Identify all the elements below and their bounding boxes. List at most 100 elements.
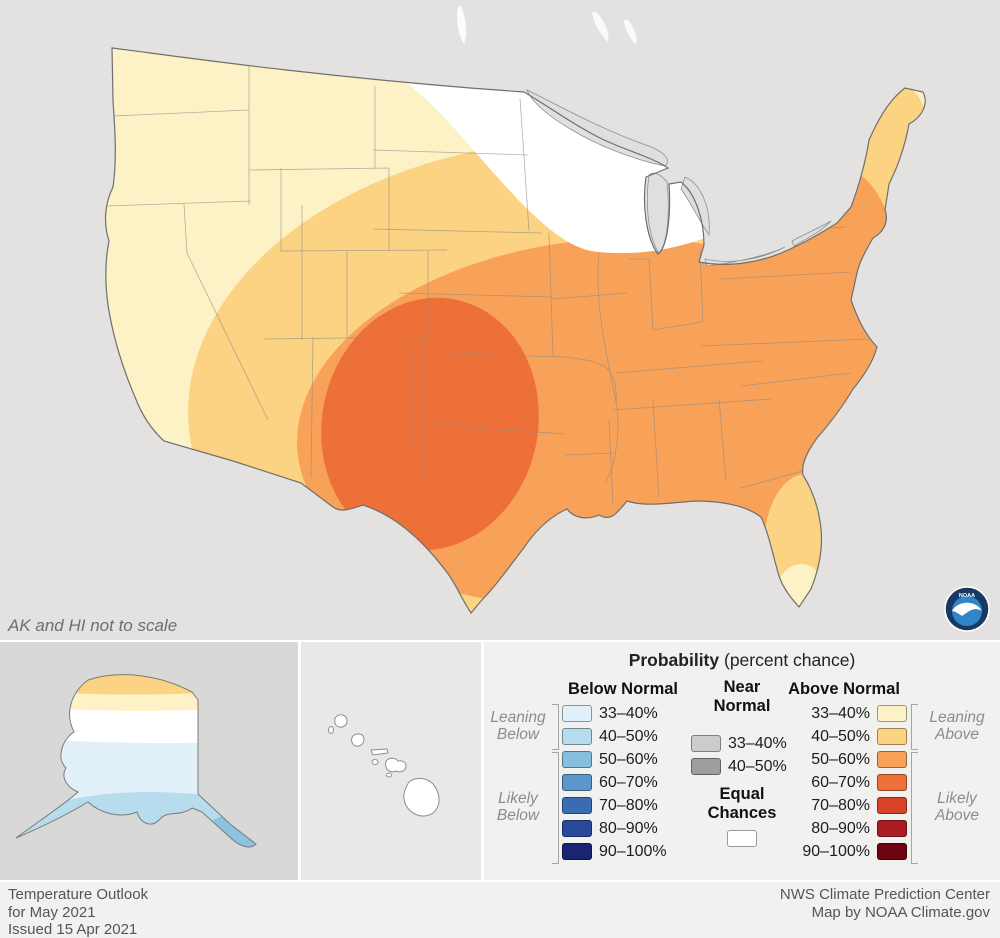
probability-range: 80–90% bbox=[811, 819, 870, 837]
lake-ontario bbox=[791, 220, 832, 247]
noaa-logo-text: NOAA bbox=[959, 593, 975, 599]
probability-range: 40–50% bbox=[599, 727, 658, 745]
insets-row: Probability (percent chance) Below Norma… bbox=[0, 642, 1000, 880]
legend-row: 90–100% bbox=[781, 840, 907, 863]
color-swatch bbox=[877, 728, 907, 745]
conus-map bbox=[104, 6, 926, 615]
probability-range: 80–90% bbox=[599, 819, 658, 837]
legend-row: 60–70% bbox=[781, 771, 907, 794]
legend-row: 40–50% bbox=[781, 725, 907, 748]
probability-range: 90–100% bbox=[802, 842, 870, 860]
noaa-logo-icon: NOAA bbox=[944, 586, 990, 632]
island-hawaii bbox=[403, 777, 440, 817]
band-above-60-70 bbox=[321, 297, 539, 551]
likely-above-label: Likely Above bbox=[921, 750, 993, 864]
alaska-band-below-50-60 bbox=[202, 814, 256, 847]
band-florida-33-40 bbox=[777, 564, 825, 613]
likely-above-line2: Above bbox=[935, 807, 979, 824]
leaning-below-label: Leaning Below bbox=[486, 702, 550, 750]
color-swatch bbox=[877, 774, 907, 791]
footer-left: Temperature Outlook for May 2021 Issued … bbox=[8, 886, 148, 938]
color-swatch bbox=[877, 751, 907, 768]
legend-row: 50–60% bbox=[781, 748, 907, 771]
color-swatch bbox=[877, 797, 907, 814]
lake-huron bbox=[680, 176, 710, 237]
probability-range: 33–40% bbox=[811, 704, 870, 722]
color-swatch bbox=[562, 797, 592, 814]
island-niihau bbox=[328, 726, 334, 734]
great-lakes bbox=[526, 89, 832, 267]
probability-range: 60–70% bbox=[811, 773, 870, 791]
island-molokai bbox=[370, 748, 389, 756]
below-normal-header: Below Normal bbox=[567, 680, 679, 698]
legend-row: 70–80% bbox=[781, 794, 907, 817]
probability-bands bbox=[105, 48, 926, 613]
legend-row: 33–40% bbox=[562, 702, 667, 725]
probability-range: 33–40% bbox=[599, 704, 658, 722]
color-swatch bbox=[562, 751, 592, 768]
probability-range: 70–80% bbox=[599, 796, 658, 814]
legend-row: 60–70% bbox=[562, 771, 667, 794]
legend-row: 70–80% bbox=[562, 794, 667, 817]
leaning-above-bracket bbox=[911, 704, 918, 750]
probability-range: 50–60% bbox=[811, 750, 870, 768]
alaska-probability-bands bbox=[16, 674, 256, 847]
leaning-above-line2: Above bbox=[935, 726, 979, 743]
probability-range: 50–60% bbox=[599, 750, 658, 768]
likely-below-line1: Likely bbox=[498, 789, 538, 807]
legend-row: 33–40% bbox=[781, 702, 907, 725]
leaning-above-label: Leaning Above bbox=[921, 702, 993, 750]
above-normal-header: Above Normal bbox=[788, 680, 900, 698]
probability-range: 40–50% bbox=[728, 757, 787, 775]
alaska-band-above-40-50 bbox=[16, 674, 256, 695]
leaning-above-line1: Leaning bbox=[929, 708, 985, 726]
color-swatch bbox=[877, 705, 907, 722]
hawaii-islands bbox=[328, 714, 440, 817]
likely-above-bracket bbox=[911, 752, 918, 864]
leaning-below-line1: Leaning bbox=[490, 708, 546, 726]
alaska-inset-map bbox=[0, 642, 298, 880]
probability-range: 33–40% bbox=[728, 734, 787, 752]
equal-chances-swatch bbox=[727, 829, 757, 847]
island-kahoolawe bbox=[386, 772, 392, 778]
color-swatch bbox=[877, 820, 907, 837]
near-normal-header: Near Normal bbox=[687, 678, 797, 716]
lake-michigan bbox=[646, 172, 669, 254]
us-outline bbox=[104, 47, 926, 615]
color-swatch bbox=[562, 728, 592, 745]
footer-period-line: for May 2021 bbox=[8, 903, 96, 921]
equal-chances-line1: Equal bbox=[719, 785, 765, 803]
legend-title-suffix: (percent chance) bbox=[719, 650, 856, 670]
footer-source-line: NWS Climate Prediction Center bbox=[779, 886, 990, 903]
island-oahu bbox=[351, 733, 365, 747]
likely-below-line2: Below bbox=[496, 807, 540, 824]
above-normal-rows: 33–40% 40–50% 50–60% 60–70% 70–80% 80–90… bbox=[781, 702, 907, 863]
color-swatch bbox=[562, 774, 592, 791]
island-maui bbox=[385, 757, 407, 773]
probability-range: 40–50% bbox=[811, 727, 870, 745]
footer-right: NWS Climate Prediction Center Map by NOA… bbox=[780, 886, 990, 921]
scale-note: AK and HI not to scale bbox=[8, 616, 178, 635]
hawaii-inset-map bbox=[301, 642, 481, 880]
island-lanai bbox=[371, 759, 379, 765]
conus-map-panel: AK and HI not to scale NOAA bbox=[0, 0, 1000, 640]
below-normal-rows: 33–40% 40–50% 50–60% 60–70% 70–80% 80–90… bbox=[562, 702, 667, 863]
probability-range: 70–80% bbox=[811, 796, 870, 814]
equal-chances-block: Equal Chances bbox=[687, 785, 797, 847]
leaning-below-line2: Below bbox=[496, 726, 540, 743]
likely-below-label: Likely Below bbox=[486, 750, 550, 864]
legend-row: 80–90% bbox=[781, 817, 907, 840]
likely-below-bracket bbox=[552, 752, 559, 864]
color-swatch bbox=[562, 820, 592, 837]
probability-legend: Probability (percent chance) Below Norma… bbox=[484, 642, 1000, 880]
legend-title-main: Probability bbox=[628, 650, 720, 670]
legend-row: 40–50% bbox=[562, 725, 667, 748]
legend-row: 50–60% bbox=[562, 748, 667, 771]
legend-row: 80–90% bbox=[562, 817, 667, 840]
equal-chances-line2: Chances bbox=[707, 803, 777, 822]
color-swatch bbox=[691, 758, 721, 775]
leaning-below-bracket bbox=[552, 704, 559, 750]
footer-title-line: Temperature Outlook bbox=[8, 886, 149, 903]
canada-lakes bbox=[457, 6, 637, 45]
footer-issued-line: Issued 15 Apr 2021 bbox=[8, 921, 138, 938]
